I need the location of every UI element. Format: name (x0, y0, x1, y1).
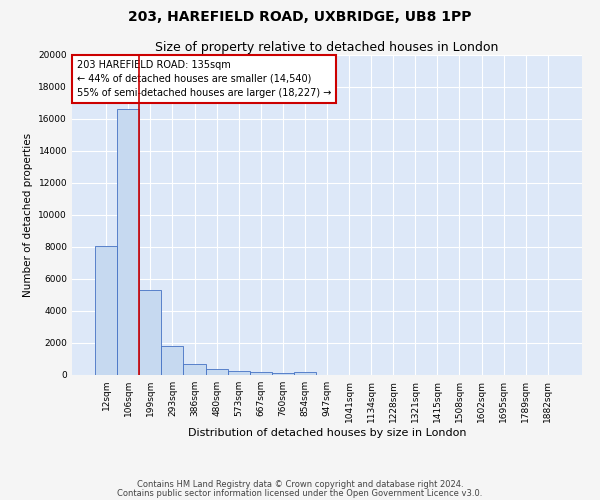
Bar (227, 372, 250, 375)
Bar (161, 346, 184, 375)
Bar (250, 372, 272, 375)
Text: 203, HAREFIELD ROAD, UXBRIDGE, UB8 1PP: 203, HAREFIELD ROAD, UXBRIDGE, UB8 1PP (128, 10, 472, 24)
Text: Contains public sector information licensed under the Open Government Licence v3: Contains public sector information licen… (118, 488, 482, 498)
Bar (95, 246, 117, 375)
Text: 203 HAREFIELD ROAD: 135sqm
← 44% of detached houses are smaller (14,540)
55% of : 203 HAREFIELD ROAD: 135sqm ← 44% of deta… (77, 60, 331, 98)
Bar (206, 369, 227, 375)
Bar (184, 364, 206, 375)
Text: Contains HM Land Registry data © Crown copyright and database right 2024.: Contains HM Land Registry data © Crown c… (137, 480, 463, 489)
Title: Size of property relative to detached houses in London: Size of property relative to detached ho… (155, 41, 499, 54)
X-axis label: Distribution of detached houses by size in London: Distribution of detached houses by size … (188, 428, 466, 438)
Bar (294, 372, 316, 375)
Bar (139, 290, 161, 375)
Bar (117, 110, 139, 375)
Y-axis label: Number of detached properties: Number of detached properties (23, 133, 33, 297)
Bar (272, 373, 294, 375)
